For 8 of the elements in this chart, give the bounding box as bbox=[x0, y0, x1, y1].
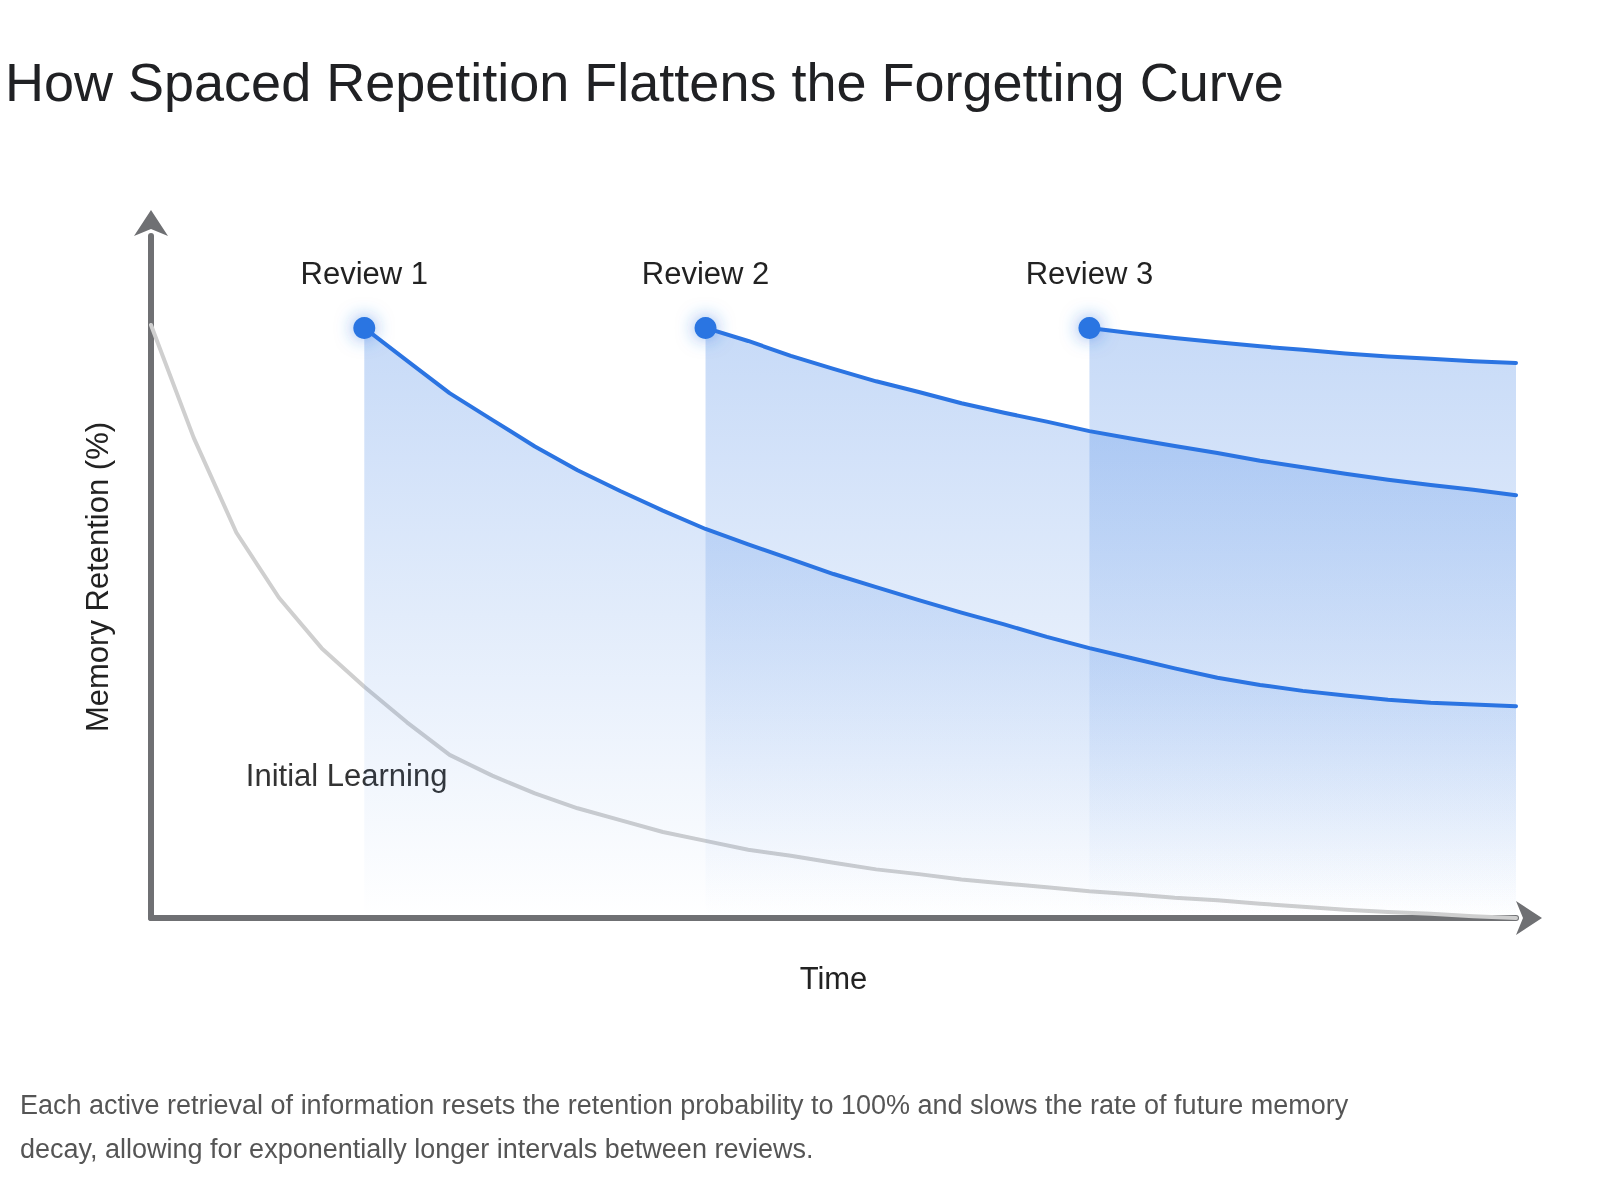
series-label: Review 3 bbox=[1025, 255, 1154, 291]
text: Each active retrieval of information resets the retention probability to 100% and slows the rate of future memory decay, allowing for exponentially longer intervals between reviews. bbox=[20, 1090, 1356, 1164]
chart-title: How Spaced Repetition Flattens the Forgetting Curve bbox=[5, 52, 1284, 112]
series-label: Initial Learning bbox=[245, 758, 448, 794]
series-label: Review 2 bbox=[641, 255, 770, 291]
y-axis-title: Memory Retention (%) bbox=[80, 421, 115, 733]
series-label: Review 1 bbox=[300, 255, 429, 291]
x-axis-title: Time bbox=[799, 961, 868, 996]
